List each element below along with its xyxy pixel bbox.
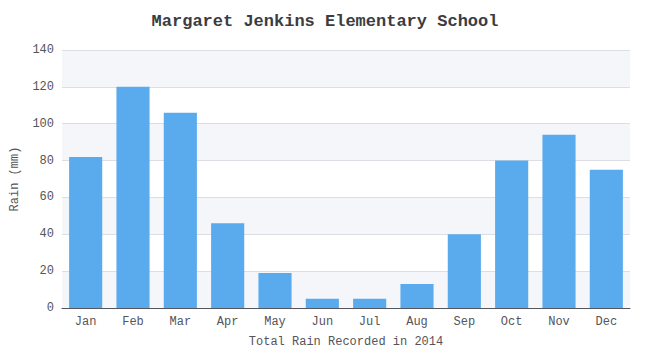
svg-text:60: 60 [40,190,54,204]
svg-text:Total Rain Recorded in 2014: Total Rain Recorded in 2014 [249,335,443,349]
svg-text:Nov: Nov [548,315,570,329]
svg-text:Jul: Jul [359,315,381,329]
svg-text:Aug: Aug [406,315,428,329]
svg-text:0: 0 [47,301,54,315]
svg-text:Sep: Sep [454,315,476,329]
svg-text:Apr: Apr [217,315,239,329]
svg-text:Oct: Oct [501,315,523,329]
svg-text:May: May [264,315,286,329]
svg-text:140: 140 [32,43,54,57]
svg-text:Mar: Mar [170,315,192,329]
svg-text:Feb: Feb [122,315,144,329]
svg-text:Dec: Dec [596,315,618,329]
svg-text:80: 80 [40,154,54,168]
svg-text:Rain (mm): Rain (mm) [8,147,22,212]
svg-text:Margaret Jenkins Elementary Sc: Margaret Jenkins Elementary School [152,12,499,31]
svg-text:Jan: Jan [75,315,97,329]
svg-text:40: 40 [40,227,54,241]
svg-text:100: 100 [32,117,54,131]
svg-text:Jun: Jun [312,315,334,329]
svg-text:20: 20 [40,264,54,278]
svg-text:120: 120 [32,80,54,94]
